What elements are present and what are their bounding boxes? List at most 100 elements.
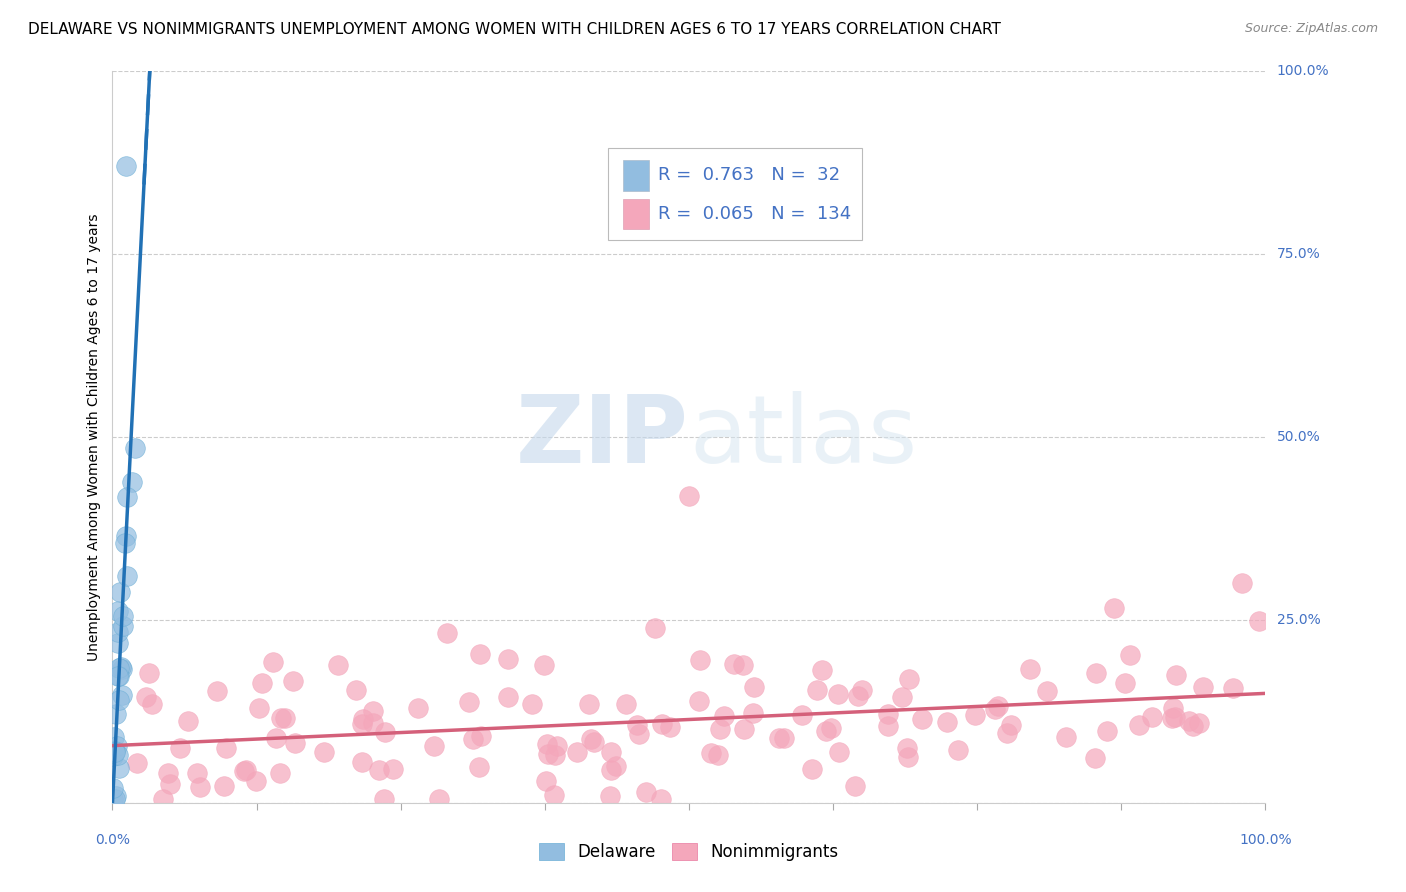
Point <box>436 626 458 640</box>
Point <box>352 717 374 731</box>
Point <box>367 763 389 777</box>
Point <box>896 741 918 756</box>
Point <box>876 719 898 733</box>
Point <box>373 792 395 806</box>
Point <box>107 636 129 650</box>
Point <box>1187 715 1209 730</box>
Point <box>177 714 200 728</box>
Point <box>1178 714 1201 729</box>
Point <box>374 725 396 739</box>
Point <box>713 709 735 723</box>
Point <box>1164 668 1187 682</box>
Point <box>103 730 125 744</box>
Point <box>1114 676 1136 690</box>
Point <box>138 666 160 681</box>
Point <box>965 707 987 722</box>
Point <box>104 792 127 806</box>
Point <box>614 697 637 711</box>
Point <box>827 687 849 701</box>
Point <box>543 788 565 802</box>
Point <box>1000 718 1022 732</box>
Point <box>101 781 124 796</box>
Point <box>1222 681 1244 695</box>
Point <box>659 721 682 735</box>
Point <box>115 569 138 583</box>
Point <box>363 704 385 718</box>
Point <box>105 706 128 721</box>
Point <box>1128 718 1150 732</box>
Point <box>104 744 127 758</box>
Point <box>650 792 672 806</box>
Point <box>107 604 129 618</box>
Point <box>101 792 124 806</box>
Point <box>811 663 834 677</box>
Point <box>522 698 544 712</box>
Point <box>1182 719 1205 733</box>
Point <box>876 706 898 721</box>
Point <box>169 740 191 755</box>
Point <box>463 732 485 747</box>
Point <box>281 673 304 688</box>
Point <box>212 779 235 793</box>
Point <box>1232 576 1254 591</box>
Point <box>247 700 270 714</box>
Point <box>891 690 914 704</box>
Point <box>636 785 658 799</box>
Text: Source: ZipAtlas.com: Source: ZipAtlas.com <box>1244 22 1378 36</box>
Text: 25.0%: 25.0% <box>1277 613 1320 627</box>
Text: R =  0.065   N =  134: R = 0.065 N = 134 <box>658 205 851 223</box>
Point <box>314 746 336 760</box>
Point <box>470 729 492 743</box>
Y-axis label: Unemployment Among Women with Children Ages 6 to 17 years: Unemployment Among Women with Children A… <box>87 213 101 661</box>
Point <box>579 731 602 746</box>
Point <box>897 750 920 764</box>
Point <box>851 683 873 698</box>
Text: 50.0%: 50.0% <box>1277 430 1320 444</box>
Point <box>127 756 149 770</box>
Point <box>578 697 600 711</box>
Point <box>1161 701 1184 715</box>
Point <box>801 762 824 776</box>
Point <box>103 749 125 764</box>
Point <box>111 608 134 623</box>
Point <box>986 699 1008 714</box>
Text: DELAWARE VS NONIMMIGRANTS UNEMPLOYMENT AMONG WOMEN WITH CHILDREN AGES 6 TO 17 YE: DELAWARE VS NONIMMIGRANTS UNEMPLOYMENT A… <box>28 22 1001 37</box>
Point <box>361 715 384 730</box>
Point <box>352 712 374 726</box>
Text: ZIP: ZIP <box>516 391 689 483</box>
Point <box>688 694 710 708</box>
Point <box>468 648 491 662</box>
Point <box>644 621 666 635</box>
Point <box>262 656 284 670</box>
Point <box>995 726 1018 740</box>
Point <box>651 717 673 731</box>
Point <box>1095 723 1118 738</box>
Point <box>107 625 129 640</box>
Point <box>115 529 138 543</box>
Point <box>1164 709 1187 723</box>
Point <box>111 688 134 702</box>
Point <box>1192 680 1215 694</box>
Point <box>110 584 132 599</box>
Point <box>709 722 731 736</box>
Point <box>214 741 236 756</box>
Text: 100.0%: 100.0% <box>1239 833 1292 847</box>
Text: 75.0%: 75.0% <box>1277 247 1320 261</box>
Point <box>108 668 131 682</box>
Point <box>1085 666 1108 681</box>
Point <box>108 661 131 675</box>
Point <box>245 774 267 789</box>
Point <box>326 657 349 672</box>
Point <box>583 735 606 749</box>
Point <box>1247 614 1270 628</box>
Point <box>742 680 765 694</box>
Point <box>599 763 621 777</box>
Point <box>423 739 446 753</box>
Point <box>205 684 228 698</box>
Text: atlas: atlas <box>689 391 917 483</box>
Point <box>270 711 292 725</box>
Point <box>269 766 291 780</box>
Text: 100.0%: 100.0% <box>1277 64 1329 78</box>
Point <box>768 731 790 745</box>
Point <box>350 756 373 770</box>
